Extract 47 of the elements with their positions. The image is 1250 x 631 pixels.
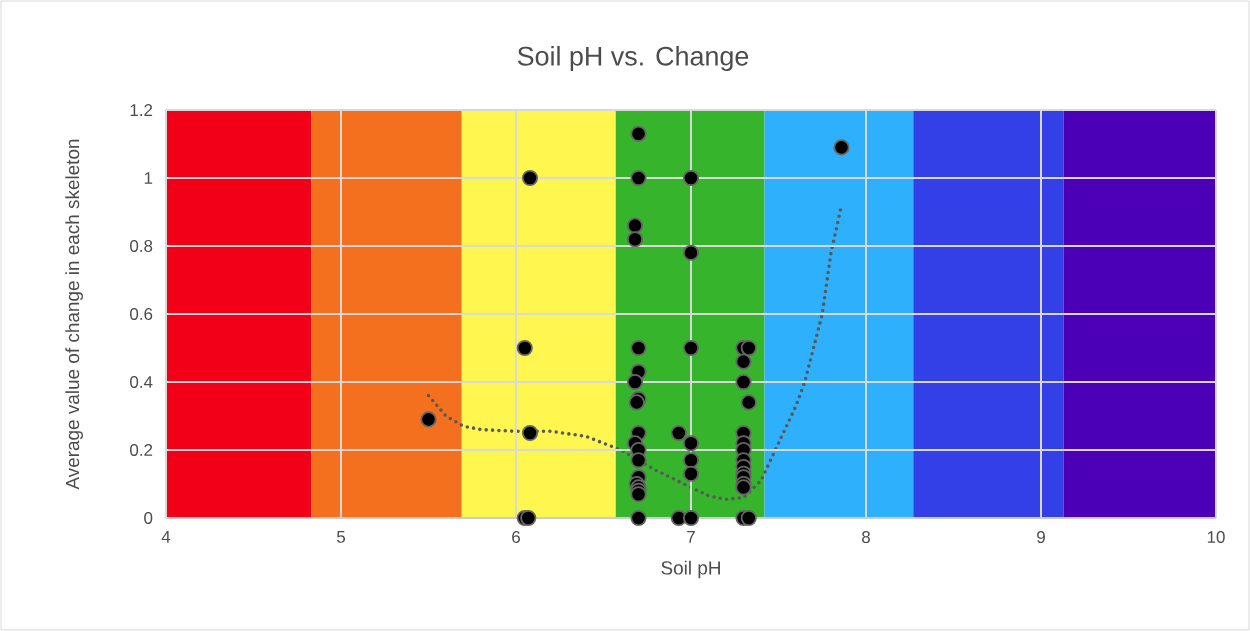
- point: [682, 435, 700, 452]
- point: [630, 125, 647, 142]
- y-tick-label: 1.2: [130, 104, 153, 116]
- point: [521, 169, 539, 187]
- point: [682, 244, 700, 261]
- point: [740, 394, 757, 411]
- y-tick-label: 0.2: [130, 444, 153, 456]
- point: [420, 411, 437, 428]
- point: [833, 139, 850, 156]
- point: [630, 339, 647, 357]
- point: [740, 509, 757, 527]
- point: [735, 353, 752, 370]
- x-tick-label: 5: [336, 531, 346, 543]
- point: [682, 465, 700, 482]
- point: [628, 394, 645, 411]
- y-tick-label: 0.6: [130, 308, 153, 320]
- point: [626, 231, 644, 248]
- x-tick-label: 9: [1037, 531, 1045, 544]
- x-tick-label: 4: [161, 531, 171, 543]
- x-tick-label: 6: [512, 531, 520, 544]
- y-tick-label: 0.8: [130, 240, 153, 252]
- y-tick-label: 0: [144, 512, 153, 524]
- point: [521, 424, 539, 442]
- point: [630, 486, 647, 503]
- y-tick-label: 1: [144, 172, 153, 184]
- x-axis-title: Soil pH: [661, 560, 720, 579]
- x-tick-label: 7: [687, 531, 695, 543]
- point: [520, 509, 537, 527]
- point: [670, 424, 687, 442]
- point: [682, 339, 700, 357]
- x-tick-label: 8: [862, 531, 870, 544]
- point: [626, 217, 644, 234]
- point: [630, 509, 647, 527]
- x-tick-label: 10: [1207, 531, 1225, 544]
- point: [682, 169, 700, 187]
- point: [626, 373, 644, 391]
- y-tick-label: 0.4: [130, 376, 153, 388]
- y-axis-title: Average value of change in each skeleton: [65, 139, 83, 490]
- point: [682, 509, 700, 527]
- point: [630, 169, 647, 187]
- point: [682, 452, 700, 469]
- chart-title: Soil pH vs. Change: [517, 45, 749, 72]
- point: [630, 452, 647, 469]
- point: [735, 479, 752, 496]
- point: [516, 339, 533, 357]
- point: [740, 339, 757, 357]
- point: [735, 373, 752, 391]
